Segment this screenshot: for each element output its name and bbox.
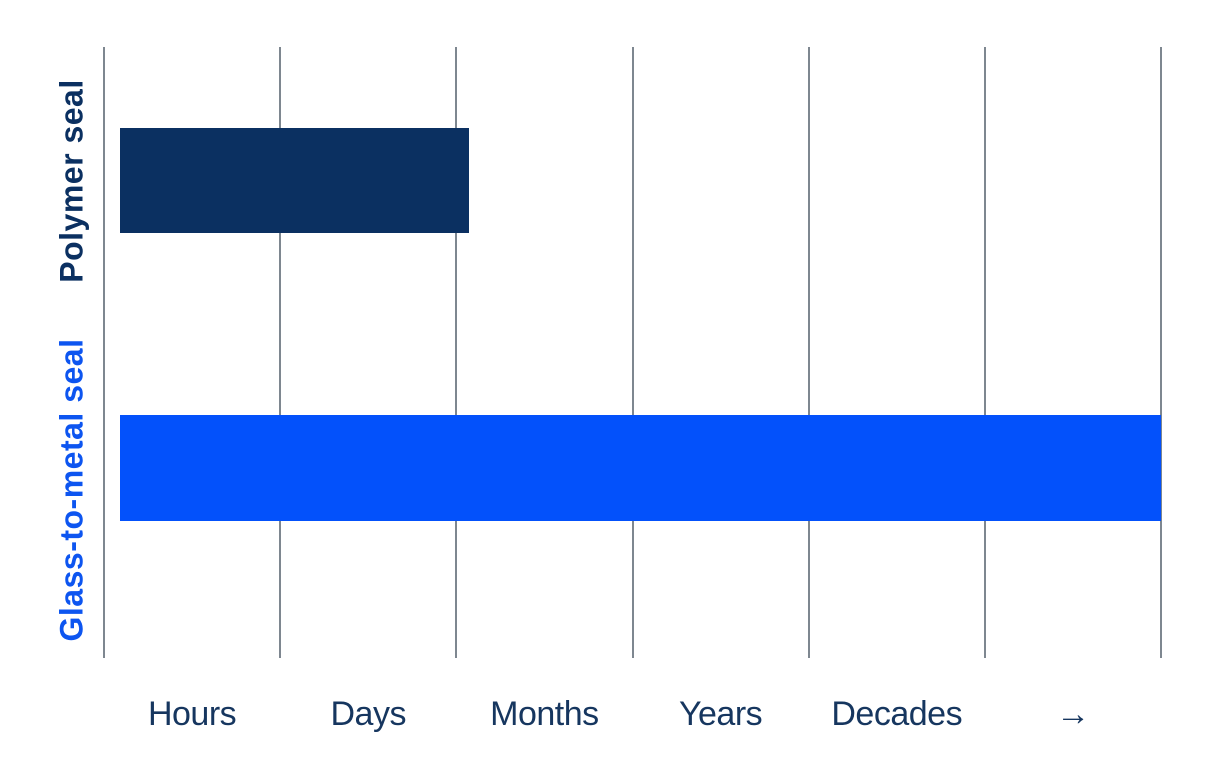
- x-tick-hours: Hours: [147, 695, 237, 733]
- plot-area: [103, 47, 1162, 658]
- y-label-text: Polymer seal: [53, 79, 90, 283]
- x-tick-days: Days: [330, 695, 407, 733]
- gridline: [631, 47, 634, 658]
- gridline: [103, 47, 105, 658]
- gridline: [279, 47, 282, 658]
- x-tick-arrow-icon: →: [1056, 695, 1090, 733]
- bar-polymer-seal: [119, 128, 469, 233]
- bar-glass-to-metal-seal: [119, 415, 1161, 521]
- y-label-text: Glass-to-metal seal: [53, 338, 90, 642]
- x-tick-years: Years: [678, 695, 763, 733]
- x-tick-months: Months: [490, 695, 599, 733]
- gridline: [455, 47, 458, 658]
- gridline: [983, 47, 986, 658]
- gridline: [807, 47, 810, 658]
- gridline: [1160, 47, 1162, 658]
- x-tick-decades: Decades: [831, 695, 963, 733]
